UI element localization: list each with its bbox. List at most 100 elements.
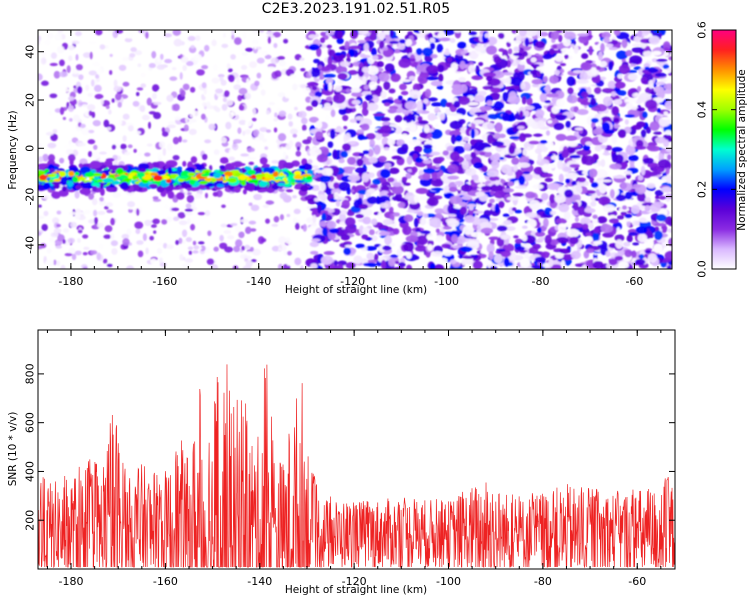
heatmap-cell [403,182,411,186]
heatmap-cell [437,64,445,73]
heatmap-cell [323,148,329,156]
heatmap-cell [223,90,230,98]
heatmap-cell [388,258,396,267]
heatmap-cell [526,146,531,151]
heatmap-cell [195,35,201,42]
heatmap-cell [622,205,627,210]
heatmap-cell [121,233,130,240]
heatmap-cell [405,38,413,47]
heatmap-cell [567,141,578,147]
heatmap-cell [310,263,318,269]
heatmap-cell [271,223,279,227]
heatmap-x-tick-label: -60 [625,275,643,288]
heatmap-cell [522,148,528,156]
heatmap-cell [91,182,101,187]
heatmap-cell [94,217,98,225]
heatmap-cell [594,197,599,201]
heatmap-cell [434,235,444,243]
heatmap-cell [110,240,118,247]
heatmap-cell [254,80,260,87]
heatmap-cell [358,203,369,210]
heatmap-cell [146,97,152,106]
heatmap-cell [127,125,134,132]
heatmap-cell [654,189,664,197]
heatmap-cell [333,182,340,189]
heatmap-cell [62,116,67,120]
colorbar-tick-label: 0.4 [696,101,709,119]
heatmap-cell [470,231,484,238]
snr-line [38,364,675,569]
heatmap-cell [486,100,493,106]
heatmap-cell [252,248,261,256]
heatmap-cell [338,213,347,222]
heatmap-cell [134,221,144,229]
heatmap-cell [379,40,385,50]
heatmap-cell [124,32,134,39]
heatmap-cell [403,227,408,234]
heatmap-cell [192,250,199,254]
heatmap-cell [182,64,187,72]
heatmap-cell [142,187,148,192]
heatmap-cell [494,190,506,199]
heatmap-cell [247,169,256,175]
heatmap-cell [171,207,180,212]
heatmap-cell [513,235,519,239]
heatmap-cell [422,102,427,111]
heatmap-cell [316,47,322,57]
heatmap-cell [78,74,84,80]
heatmap-cell [461,195,473,200]
heatmap-cell [270,142,276,149]
heatmap-cell [93,176,101,181]
heatmap-cell [151,50,157,59]
heatmap-cell [617,73,623,79]
heatmap-cell [347,156,356,165]
heatmap-cell [470,152,477,159]
heatmap-cell [554,252,564,259]
heatmap-cell [262,204,270,209]
heatmap-cell [103,119,110,128]
heatmap-cell [620,181,627,190]
heatmap-cell [38,73,43,81]
heatmap-cell [461,160,469,170]
heatmap-cell [617,90,627,96]
heatmap-cell [196,69,205,76]
heatmap-cell [133,148,137,153]
heatmap-cell [53,259,57,266]
heatmap-cell [92,119,101,127]
heatmap-cell [550,31,560,40]
heatmap-cell [592,214,598,220]
heatmap-cell [323,84,329,92]
heatmap-cell [393,126,403,135]
heatmap-cell [327,208,335,213]
heatmap-cell [577,177,586,183]
heatmap-cell [479,105,492,111]
heatmap-cell [104,225,113,233]
heatmap-cell [367,148,374,157]
heatmap-cell [153,230,157,234]
heatmap-cell [172,30,181,36]
heatmap-cell [204,139,212,144]
heatmap-cell [319,66,331,72]
heatmap-cell [136,240,144,245]
heatmap-cell [585,232,592,237]
heatmap-cell [642,157,654,164]
heatmap-cell [194,193,203,200]
heatmap-cell [652,201,664,208]
heatmap-cell [581,155,587,165]
heatmap-cell [428,151,441,156]
heatmap-cell [624,98,638,103]
heatmap-cell [449,151,460,161]
heatmap-cell [590,201,597,207]
heatmap-cell [654,223,667,227]
heatmap-cell [489,154,500,162]
heatmap-cell [50,232,59,238]
heatmap-cell [347,141,356,145]
heatmap-cell [246,78,250,86]
heatmap-cell [45,260,54,265]
heatmap-cell [82,52,92,58]
heatmap-cell [231,143,239,151]
heatmap-cell [300,185,309,192]
heatmap-cell [513,164,518,172]
heatmap-cell [337,72,348,80]
heatmap-cell [219,242,228,250]
